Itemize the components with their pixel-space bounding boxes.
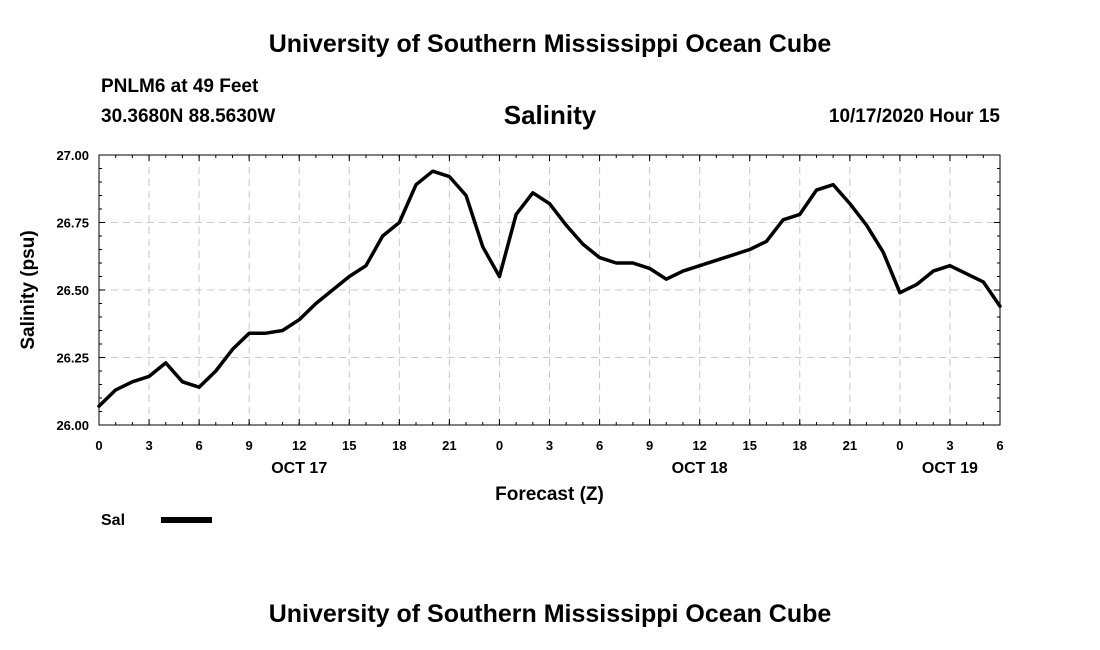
forecast-datetime: 10/17/2020 Hour 15 [828, 106, 1000, 127]
y-tick-label: 26.25 [56, 351, 89, 366]
x-tick-label: 9 [246, 438, 253, 453]
day-label: OCT 17 [271, 460, 327, 477]
y-tick-label: 26.75 [56, 216, 89, 231]
chart-title: Salinity [503, 100, 597, 130]
station-coordinates: 30.3680N 88.5630W [101, 106, 276, 127]
legend-swatch-sal [161, 517, 212, 523]
bottom-title: University of Southern Mississippi Ocean… [268, 600, 832, 628]
x-tick-label: 15 [342, 438, 356, 453]
x-tick-label: 15 [742, 438, 756, 453]
x-tick-label: 3 [546, 438, 553, 453]
x-tick-label: 12 [292, 438, 306, 453]
x-tick-label: 21 [442, 438, 456, 453]
day-labels: OCT 17 OCT 18 OCT 19 [271, 460, 978, 477]
top-title: University of Southern Mississippi Ocean… [268, 30, 832, 58]
x-tick-label: 6 [996, 438, 1003, 453]
day-label: OCT 18 [672, 460, 728, 477]
x-tick-label: 18 [793, 438, 807, 453]
y-tick-label: 26.00 [56, 418, 89, 433]
x-tick-label: 0 [95, 438, 102, 453]
x-tick-label: 18 [392, 438, 406, 453]
grid-lines [99, 155, 1000, 425]
y-tick-label: 26.50 [56, 283, 89, 298]
x-tick-label: 12 [692, 438, 706, 453]
x-tick-label: 6 [596, 438, 603, 453]
salinity-series-line [97, 169, 1002, 408]
legend-label-sal: Sal [101, 512, 125, 529]
x-tick-label: 3 [145, 438, 152, 453]
y-axis-label: Salinity (psu) [18, 230, 39, 349]
x-tick-label: 0 [496, 438, 503, 453]
day-label: OCT 19 [922, 460, 978, 477]
axis-ticks [98, 154, 1001, 426]
x-tick-label: 0 [896, 438, 903, 453]
station-label: PNLM6 at 49 Feet [101, 76, 259, 97]
y-tick-labels: 26.00 26.25 26.50 26.75 27.00 [56, 148, 89, 433]
x-tick-label: 9 [646, 438, 653, 453]
x-tick-labels: 0 3 6 9 12 15 18 21 0 3 6 9 12 15 18 21 0 3 6 [95, 438, 1003, 453]
x-tick-label: 6 [195, 438, 202, 453]
x-axis-label: Forecast (Z) [495, 484, 604, 505]
y-tick-label: 27.00 [56, 148, 89, 163]
x-tick-label: 21 [843, 438, 857, 453]
x-tick-label: 3 [946, 438, 953, 453]
